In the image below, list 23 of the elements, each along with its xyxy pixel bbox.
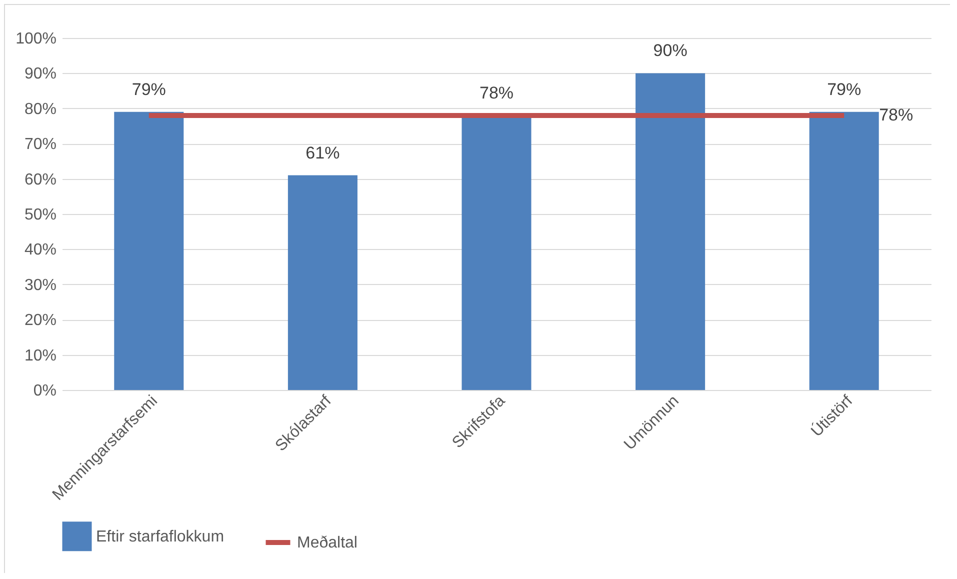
bar bbox=[288, 175, 358, 390]
y-tick-label: 70% bbox=[24, 136, 56, 154]
data-label: 90% bbox=[653, 41, 688, 60]
data-label: 78% bbox=[879, 105, 914, 124]
y-tick-label: 50% bbox=[24, 206, 56, 224]
data-label: 79% bbox=[827, 80, 862, 99]
legend-label: Eftir starfaflokkum bbox=[96, 528, 224, 546]
bar bbox=[636, 73, 706, 390]
y-tick-label: 60% bbox=[24, 171, 56, 188]
y-tick-label: 20% bbox=[24, 312, 56, 330]
bar bbox=[809, 112, 879, 390]
y-tick-label: 10% bbox=[24, 347, 56, 364]
y-tick-label: 0% bbox=[33, 382, 56, 400]
y-tick-label: 30% bbox=[24, 276, 56, 294]
bar bbox=[114, 112, 184, 390]
y-tick-label: 80% bbox=[24, 100, 56, 118]
data-label: 61% bbox=[306, 143, 340, 162]
y-tick-label: 90% bbox=[24, 66, 56, 83]
data-label: 79% bbox=[132, 80, 166, 99]
y-tick-label: 100% bbox=[16, 30, 56, 48]
data-label: 78% bbox=[479, 83, 514, 102]
legend-label: Meðaltal bbox=[297, 534, 358, 552]
y-tick-label: 40% bbox=[24, 242, 56, 259]
